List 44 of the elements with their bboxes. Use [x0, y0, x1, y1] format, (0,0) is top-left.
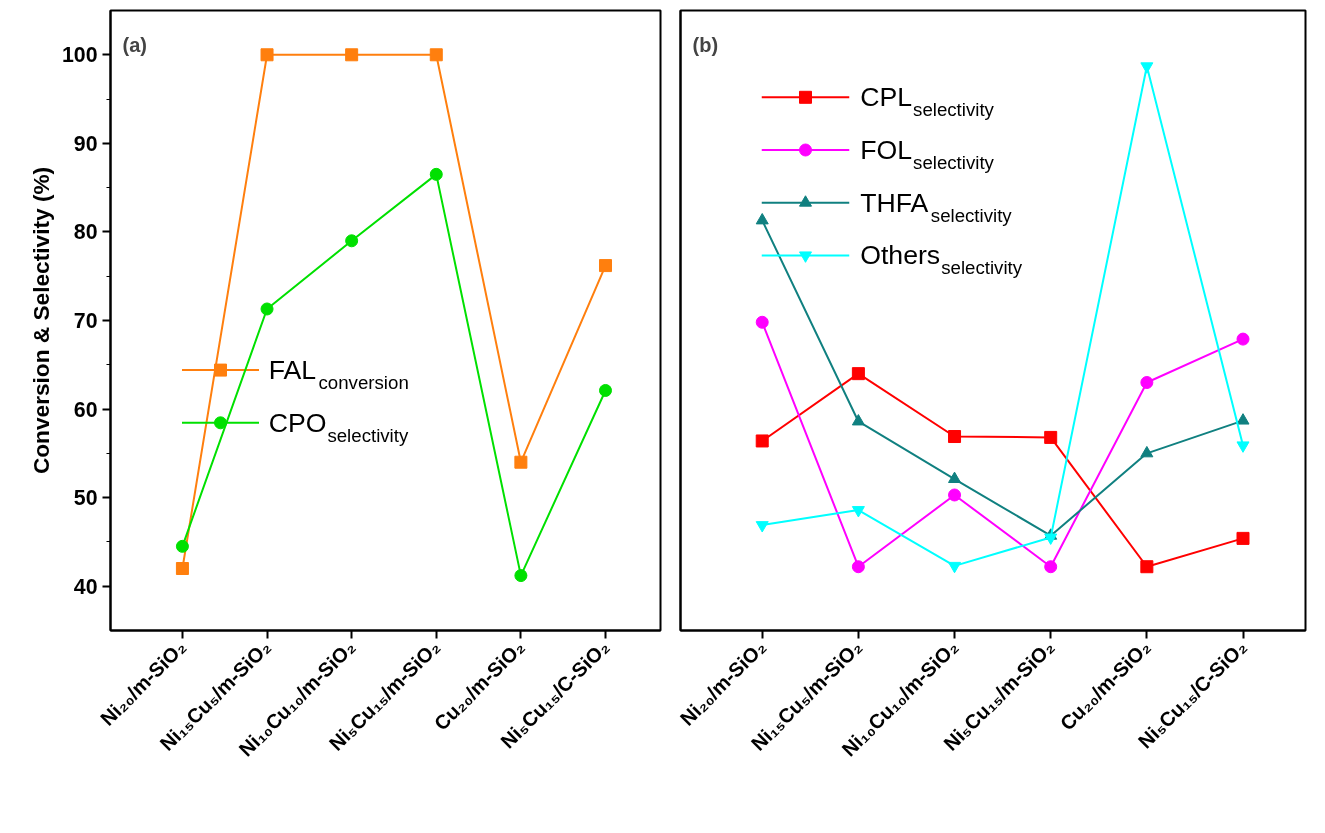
annotation: (a)	[122, 33, 147, 56]
y-tick-label: 80	[73, 220, 98, 245]
point	[260, 302, 274, 316]
point	[1044, 430, 1058, 444]
point	[429, 167, 443, 181]
point	[755, 212, 769, 225]
y-tick-label: 60	[73, 397, 98, 422]
point	[851, 414, 865, 426]
point	[175, 539, 189, 553]
point	[1236, 332, 1250, 346]
point	[260, 48, 274, 62]
point	[1140, 560, 1154, 574]
y-axis-title: Conversion & Selectivity (%)	[27, 166, 54, 475]
point	[429, 48, 443, 62]
y-tick-label: 40	[73, 574, 98, 599]
y-tick-label: 70	[73, 309, 98, 333]
point	[1044, 560, 1058, 574]
point	[1236, 413, 1250, 425]
point	[755, 315, 769, 329]
point	[755, 434, 769, 448]
point	[345, 48, 359, 62]
point	[1236, 441, 1250, 453]
point	[599, 259, 612, 273]
point	[851, 367, 865, 381]
point	[514, 455, 528, 469]
point	[345, 234, 359, 248]
point	[851, 560, 865, 574]
point	[755, 521, 769, 533]
point	[948, 430, 962, 444]
point	[599, 383, 612, 397]
point	[175, 562, 189, 575]
point	[948, 471, 962, 484]
point	[948, 561, 962, 574]
y-tick-label: 90	[73, 131, 98, 156]
y-tick-label: 50	[73, 486, 98, 511]
y-tick-label: 100	[61, 43, 98, 68]
point	[851, 506, 865, 518]
point	[1140, 445, 1154, 458]
point	[1044, 533, 1058, 545]
point	[1140, 376, 1154, 389]
point	[948, 488, 962, 502]
annotation: (b)	[692, 33, 719, 56]
point	[514, 569, 528, 583]
point	[1236, 531, 1250, 545]
